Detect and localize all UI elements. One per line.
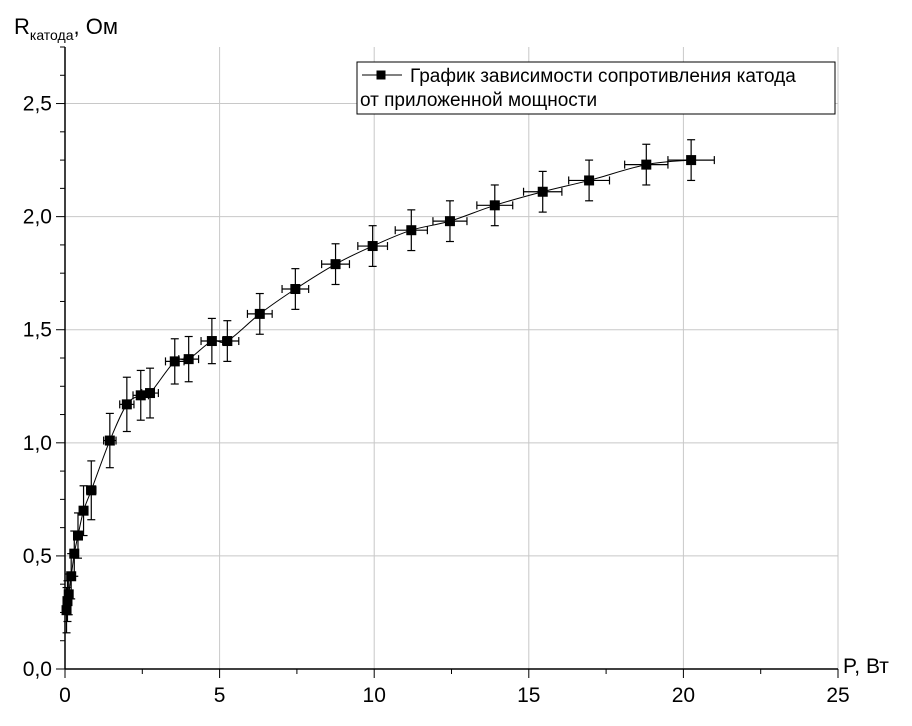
data-point [178, 335, 200, 383]
data-point [476, 184, 514, 227]
point-marker [489, 200, 500, 211]
point-marker [78, 505, 89, 516]
data-point [103, 412, 117, 469]
x-tick-label: 0 [59, 684, 71, 707]
legend: График зависимости сопротивления катода … [356, 61, 836, 115]
data-point [78, 485, 89, 537]
y-tick-label: 2,0 [23, 206, 52, 229]
point-marker [254, 308, 265, 319]
y-tick-label: 1,0 [23, 432, 52, 455]
legend-label-line-2: от приложенной мощности [360, 90, 597, 111]
point-marker [537, 186, 548, 197]
curve-layer [66, 159, 692, 611]
data-point [624, 143, 669, 186]
x-tick-label: 15 [517, 684, 540, 707]
point-marker [406, 225, 417, 236]
point-marker [63, 589, 74, 600]
data-point [394, 209, 428, 252]
grid [65, 47, 839, 669]
data-point [246, 292, 273, 335]
data-point [215, 320, 240, 362]
point-marker [69, 548, 80, 559]
point-marker [206, 336, 217, 347]
point-marker [121, 399, 132, 410]
point-marker [145, 388, 156, 399]
point-marker [444, 216, 455, 227]
axes: 0 5 10 15 20 25 0,0 0,5 1,0 1,5 2,0 2,5 [23, 46, 850, 707]
x-axis-title: P, Вт [843, 655, 889, 678]
x-tick-label: 25 [826, 684, 849, 707]
data-point [281, 268, 310, 310]
point-marker [183, 354, 194, 365]
point-marker [641, 159, 652, 170]
legend-box [356, 61, 836, 115]
legend-label-line-1: График зависимости сопротивления катода [410, 66, 796, 87]
y-tick-label: 0,5 [23, 545, 52, 568]
point-marker [61, 605, 72, 616]
data-points [61, 139, 715, 634]
point-marker [62, 596, 73, 607]
point-marker [584, 175, 595, 186]
point-marker [169, 356, 180, 367]
point-marker [222, 336, 233, 347]
x-tick-label: 20 [672, 684, 695, 707]
data-point [568, 159, 611, 202]
series-line [66, 159, 692, 611]
y-tick-label: 0,0 [23, 658, 52, 681]
data-point [522, 170, 563, 213]
data-point [141, 367, 159, 419]
data-point [119, 376, 135, 433]
x-tick-label: 5 [214, 684, 226, 707]
point-marker [290, 284, 301, 295]
data-point [321, 243, 351, 286]
data-point [667, 139, 715, 182]
point-marker [330, 259, 341, 270]
y-axis-title: Rкатода, Ом [14, 14, 118, 43]
data-point [164, 338, 185, 385]
legend-marker [376, 70, 386, 80]
point-marker [367, 241, 378, 252]
data-point [86, 460, 97, 521]
y-tick-label: 1,5 [23, 319, 52, 342]
y-tick-label: 2,5 [23, 93, 52, 116]
x-tick-label: 10 [363, 684, 386, 707]
point-marker [135, 390, 146, 401]
point-marker [86, 485, 97, 496]
point-marker [686, 155, 697, 166]
point-marker [72, 530, 83, 541]
point-marker [104, 435, 115, 446]
data-point [357, 225, 389, 267]
data-point [432, 200, 468, 243]
